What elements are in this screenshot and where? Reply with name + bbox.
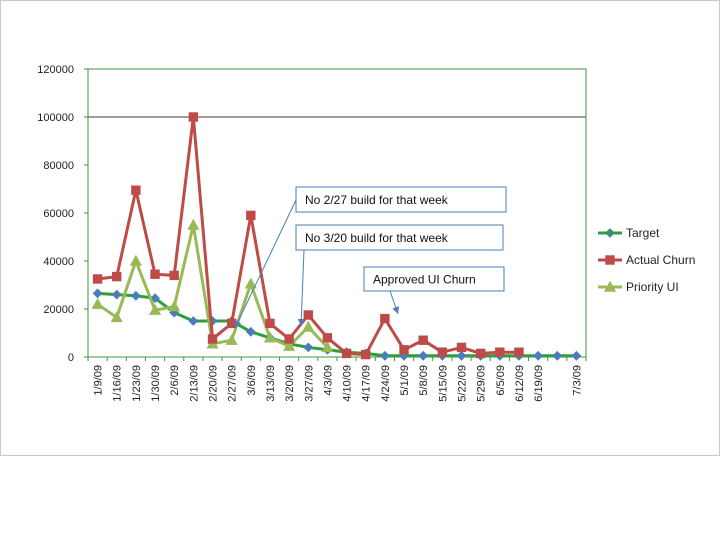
data-point-target — [111, 289, 122, 300]
data-point-actual-churn — [188, 112, 199, 122]
x-tick-label: 4/24/09 — [380, 365, 392, 402]
y-tick-label: 20000 — [43, 304, 74, 316]
data-point-actual-churn — [226, 318, 237, 329]
data-point-target — [245, 326, 256, 337]
annotation-arrowhead — [234, 320, 242, 328]
data-point-target — [150, 293, 160, 304]
data-point-actual-churn — [265, 318, 275, 329]
data-point-actual-churn — [284, 334, 294, 344]
data-point-actual-churn — [112, 271, 122, 282]
x-tick-label: 2/27/09 — [227, 365, 239, 402]
annotation-text: No 2/27 build for that week — [305, 193, 449, 207]
data-point-priority-ui — [244, 277, 257, 289]
y-tick-label: 120000 — [37, 64, 74, 76]
data-point-target — [303, 342, 314, 353]
annotation-text: No 3/20 build for that week — [305, 231, 449, 245]
data-point-priority-ui — [168, 300, 181, 312]
legend-label: Actual Churn — [626, 253, 695, 267]
x-tick-label: 2/20/09 — [208, 365, 220, 402]
annotation-arrowhead — [392, 306, 400, 314]
x-tick-label: 6/12/09 — [514, 365, 526, 402]
annotation-arrow — [300, 249, 305, 327]
data-point-target — [418, 350, 429, 361]
data-point-actual-churn — [456, 342, 467, 353]
y-tick-label: 60000 — [43, 208, 74, 220]
x-tick-label: 3/27/09 — [303, 365, 315, 402]
data-point-actual-churn — [475, 348, 486, 359]
x-tick-label: 3/6/09 — [246, 365, 258, 396]
annotation-box — [363, 266, 505, 292]
data-point-actual-churn — [495, 347, 505, 357]
data-point-actual-churn — [131, 185, 141, 195]
legend-label: Priority UI — [626, 280, 679, 294]
data-point-actual-churn — [514, 347, 524, 357]
x-tick-label: 5/22/09 — [457, 365, 469, 402]
x-tick-label: 5/29/09 — [476, 365, 488, 402]
data-point-target — [533, 350, 544, 361]
x-tick-label: 6/5/09 — [495, 365, 507, 396]
data-point-priority-ui — [148, 303, 162, 315]
annotation-arrowhead — [297, 318, 305, 326]
x-tick-label: 3/13/09 — [265, 365, 277, 402]
annotation-arrow — [234, 199, 297, 329]
data-point-actual-churn — [341, 348, 352, 359]
x-tick-label: 5/15/09 — [437, 365, 449, 402]
x-tick-label: 4/3/09 — [322, 365, 334, 396]
data-point-actual-churn — [418, 335, 428, 345]
data-point-actual-churn — [437, 347, 448, 357]
x-tick-label: 5/1/09 — [399, 365, 411, 396]
x-tick-label: 1/16/09 — [112, 365, 124, 402]
data-point-actual-churn — [303, 310, 313, 320]
data-point-actual-churn — [322, 333, 333, 343]
data-point-priority-ui — [110, 311, 123, 323]
data-point-actual-churn — [361, 349, 371, 360]
data-point-actual-churn — [246, 210, 256, 221]
data-point-actual-churn — [380, 313, 390, 324]
data-point-priority-ui — [302, 320, 315, 332]
x-tick-label: 6/19/09 — [533, 365, 545, 402]
data-point-target — [379, 350, 390, 361]
x-tick-label: 1/9/09 — [93, 365, 105, 396]
legend-label: Target — [626, 226, 660, 240]
data-point-priority-ui — [283, 339, 296, 351]
data-point-target — [92, 288, 103, 299]
x-tick-label: 3/20/09 — [284, 365, 296, 402]
data-point-actual-churn — [150, 269, 160, 279]
x-tick-label: 5/8/09 — [418, 365, 430, 396]
x-tick-label: 1/23/09 — [131, 365, 143, 402]
data-point-priority-ui — [129, 254, 142, 266]
data-point-target — [188, 316, 199, 326]
data-point-actual-churn — [399, 345, 409, 355]
y-tick-label: 40000 — [43, 256, 74, 268]
data-point-priority-ui — [91, 297, 104, 309]
x-tick-label: 7/3/09 — [571, 365, 583, 396]
x-tick-label: 4/10/09 — [342, 365, 354, 402]
x-tick-label: 2/13/09 — [188, 365, 200, 402]
data-point-target — [130, 290, 141, 301]
annotation-text: Approved UI Churn — [373, 273, 476, 287]
x-tick-label: 1/30/09 — [150, 365, 162, 402]
data-point-priority-ui — [321, 341, 334, 353]
x-tick-label: 4/17/09 — [361, 365, 373, 402]
data-point-priority-ui — [187, 218, 200, 230]
data-point-target — [552, 350, 563, 361]
plot-area — [87, 68, 587, 358]
data-point-actual-churn — [169, 270, 179, 281]
data-point-priority-ui — [225, 333, 238, 345]
data-point-priority-ui — [263, 331, 277, 343]
y-tick-label: 100000 — [37, 112, 74, 124]
y-tick-label: 0 — [68, 352, 74, 364]
annotation-box — [295, 224, 504, 251]
x-tick-label: 2/6/09 — [169, 365, 181, 396]
data-point-target — [456, 350, 467, 361]
data-point-target — [571, 350, 582, 361]
y-tick-label: 80000 — [43, 160, 74, 172]
annotation-box — [295, 186, 507, 213]
data-point-actual-churn — [92, 274, 103, 284]
data-point-actual-churn — [207, 334, 218, 344]
